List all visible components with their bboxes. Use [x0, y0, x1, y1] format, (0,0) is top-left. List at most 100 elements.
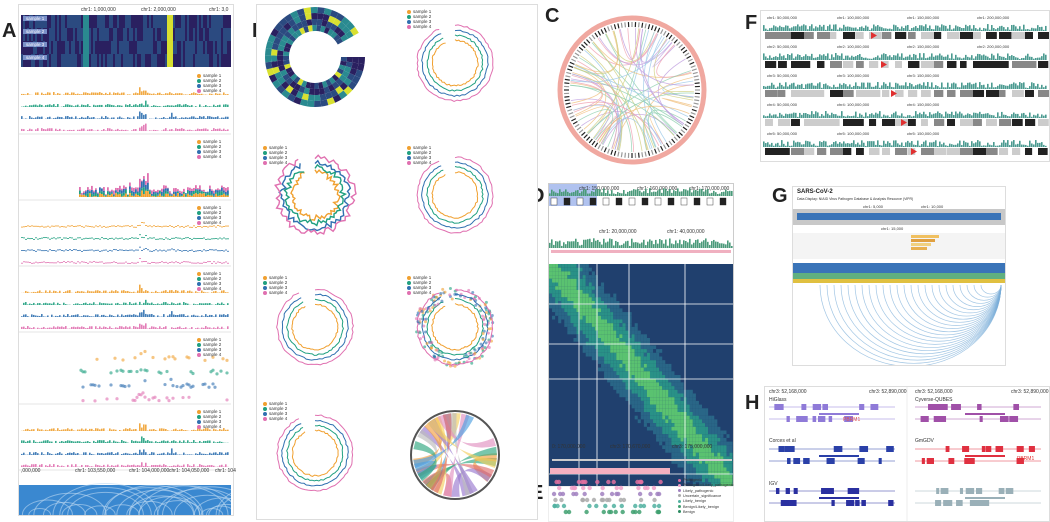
track-bar	[65, 441, 67, 443]
ring-point	[484, 341, 488, 345]
legend-dot-icon	[407, 275, 411, 280]
track-bar	[47, 315, 49, 317]
heat-cell	[225, 15, 227, 28]
d-hic-cell	[549, 264, 553, 268]
d-hic-cell	[726, 456, 730, 461]
d-hic-cell	[625, 386, 629, 390]
d-hic-cell	[634, 393, 638, 398]
track-line-seg	[123, 262, 125, 264]
track-bar	[73, 452, 75, 455]
heat-cell	[161, 15, 163, 28]
d-hic-cell	[649, 386, 654, 390]
d-hic-cell	[637, 382, 641, 387]
track-line-seg	[163, 238, 165, 240]
d-hic-cell	[702, 456, 706, 461]
track-line-seg	[33, 250, 35, 252]
d-hic-cell	[720, 441, 724, 446]
track-line-seg	[77, 250, 79, 252]
donut-cell	[330, 89, 339, 98]
stack-bar	[181, 196, 183, 197]
stack-bar	[149, 194, 151, 197]
track-line-seg	[47, 262, 49, 263]
track-bar	[213, 327, 215, 329]
heat-cell	[63, 28, 65, 41]
d-mid-bar	[631, 238, 633, 248]
d-hic-cell	[570, 326, 574, 331]
f-coverage-bar	[975, 28, 977, 31]
track-bar	[27, 130, 29, 131]
heat-cell	[219, 15, 221, 28]
d-hic-cell	[597, 352, 602, 357]
d-hic-cell	[692, 430, 696, 435]
heat-cell	[191, 15, 193, 28]
track-line-seg	[61, 238, 63, 240]
track-bar	[113, 105, 115, 107]
track-bar	[151, 429, 153, 431]
d-hic-cell	[567, 304, 571, 309]
track-bar	[99, 440, 101, 443]
d-hic-cell	[729, 460, 733, 464]
track-bar	[143, 309, 145, 317]
d-hic-cell	[573, 282, 577, 287]
track-line-seg	[179, 226, 181, 228]
d-hic-cell	[646, 386, 650, 390]
d-hic-cell	[613, 293, 617, 298]
donut-cell	[335, 85, 344, 95]
d-hic-cell	[708, 434, 712, 438]
d-hic-cell	[692, 415, 696, 420]
legend-label: sample 4	[269, 290, 288, 295]
track-bar	[65, 291, 67, 293]
legend-dot-icon	[407, 9, 411, 14]
track-bar	[195, 93, 197, 95]
heat-cell	[31, 41, 33, 54]
stack-bar	[83, 191, 85, 194]
d-hic-cell	[656, 360, 660, 364]
d-hic-cell	[582, 275, 586, 279]
heat-cell	[171, 41, 173, 54]
track-bar	[109, 440, 111, 443]
e-variant-point	[603, 503, 608, 509]
track-line-seg	[171, 237, 173, 239]
d-hic-cell	[616, 334, 620, 338]
donut-cell	[283, 22, 292, 31]
heat-cell	[87, 54, 89, 67]
track-bar	[171, 430, 173, 431]
stack-bar	[83, 193, 85, 195]
track-line-seg	[105, 249, 107, 251]
d-hic-cell	[564, 293, 568, 298]
legend-entry: sample 2	[263, 406, 287, 411]
track-bar	[181, 105, 183, 107]
track-bar	[197, 128, 199, 131]
track-bar	[203, 116, 205, 119]
track-line-seg	[87, 262, 89, 264]
heat-cell	[103, 28, 105, 41]
circos-band	[613, 150, 617, 156]
track-bar	[35, 92, 37, 95]
d-hic-cell	[564, 304, 568, 309]
d-hic-cell	[653, 352, 657, 357]
d-hic-cell	[680, 430, 684, 435]
arc	[84, 505, 116, 515]
d-hic-cell	[570, 312, 574, 316]
track-bar	[97, 105, 99, 107]
track-bar	[101, 130, 103, 131]
donut-cell	[335, 12, 345, 22]
e-variant-point	[555, 503, 560, 509]
track-bar	[199, 93, 201, 95]
d-hic-cell	[717, 474, 721, 479]
heat-cell	[189, 54, 191, 67]
heat-cell	[213, 15, 215, 28]
stack-bar	[199, 191, 201, 194]
d-hic-cell	[695, 460, 699, 464]
track-line-seg	[155, 262, 157, 264]
d-hic-cell	[552, 289, 556, 294]
track-line-seg	[31, 262, 33, 264]
track-line-seg	[173, 237, 175, 239]
track-bar	[53, 302, 55, 305]
stack-bar	[163, 196, 165, 197]
d-hic-cell	[637, 408, 641, 412]
heat-cell	[155, 41, 157, 54]
sample-legend: sample 1 sample 2 sample 3 sample 4	[407, 275, 431, 295]
d-hic-cell	[567, 323, 571, 327]
d-hic-cell	[597, 326, 602, 331]
